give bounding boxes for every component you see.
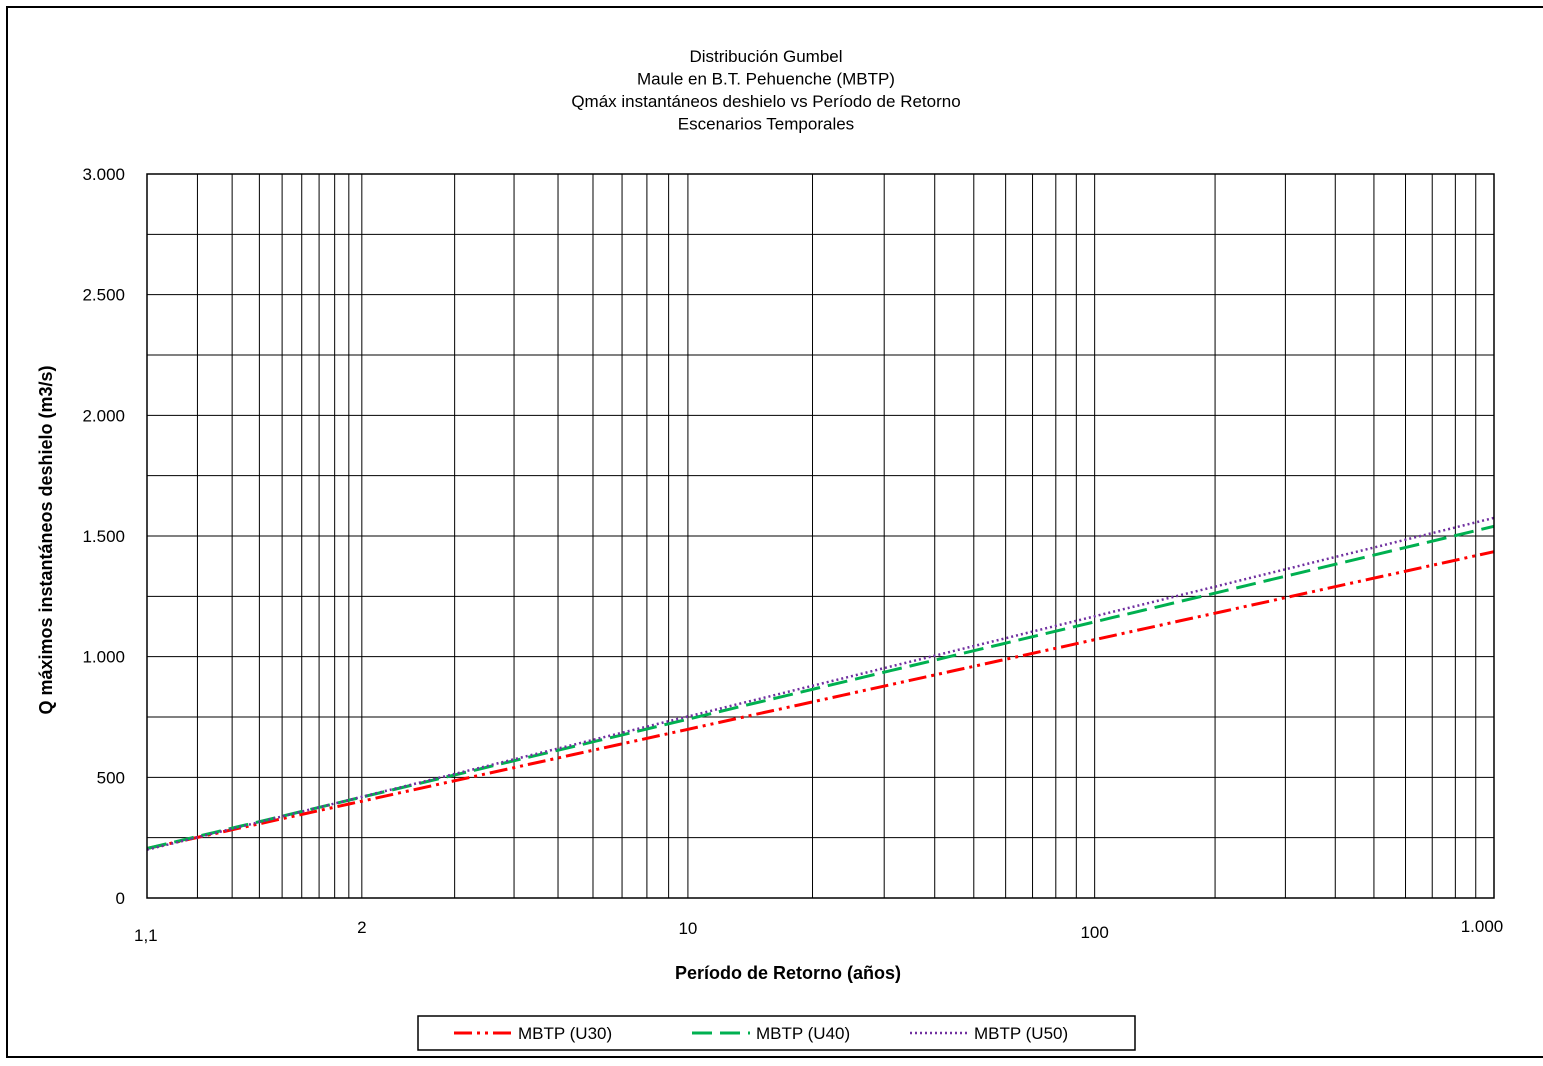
y-tick-label: 1.500 <box>82 527 125 546</box>
y-axis-ticks: 0 500 1.000 1.500 2.000 2.500 3.000 <box>82 165 125 908</box>
y-tick-label: 1.000 <box>82 648 125 667</box>
x-tick-label: 10 <box>678 919 697 938</box>
title-line-1: Distribución Gumbel <box>689 47 842 66</box>
legend-label: MBTP (U40) <box>756 1024 850 1043</box>
title-line-3: Qmáx instantáneos deshielo vs Período de… <box>571 92 960 111</box>
legend: MBTP (U30) MBTP (U40) MBTP (U50) <box>418 1016 1135 1050</box>
y-axis-label: Q máximos instantáneos deshielo (m3/s) <box>36 365 56 714</box>
y-tick-label: 500 <box>97 768 125 787</box>
x-axis-ticks: 1,1 2 10 100 1.000 <box>134 917 1503 945</box>
legend-label: MBTP (U30) <box>518 1024 612 1043</box>
y-tick-label: 0 <box>116 889 125 908</box>
y-tick-label: 3.000 <box>82 165 125 184</box>
chart-title: Distribución Gumbel Maule en B.T. Pehuenc… <box>571 47 960 134</box>
y-tick-label: 2.500 <box>82 286 125 305</box>
x-tick-label: 100 <box>1080 923 1108 942</box>
title-line-2: Maule en B.T. Pehuenche (MBTP) <box>637 70 895 89</box>
y-tick-label: 2.000 <box>82 406 125 425</box>
x-tick-label: 1,1 <box>134 926 158 945</box>
grid <box>147 174 1494 898</box>
x-tick-label: 1.000 <box>1461 917 1504 936</box>
x-axis-label: Período de Retorno (años) <box>675 963 901 983</box>
x-tick-label: 2 <box>357 918 366 937</box>
title-line-4: Escenarios Temporales <box>678 115 854 134</box>
legend-label: MBTP (U50) <box>974 1024 1068 1043</box>
